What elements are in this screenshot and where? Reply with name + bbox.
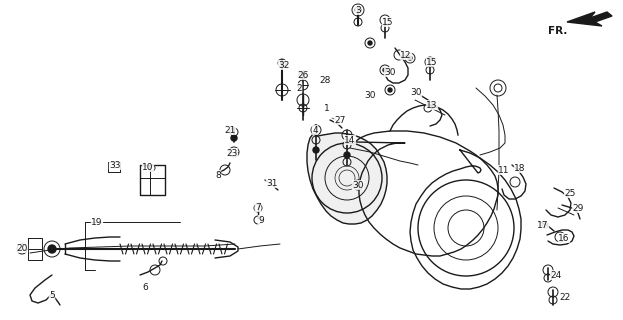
Text: 30: 30 <box>411 87 422 97</box>
Text: 29: 29 <box>573 204 584 212</box>
Text: 16: 16 <box>558 234 570 243</box>
Polygon shape <box>567 12 612 26</box>
Text: 33: 33 <box>109 161 121 170</box>
Text: 14: 14 <box>345 135 356 145</box>
Circle shape <box>356 183 360 187</box>
Text: 12: 12 <box>401 51 412 60</box>
Text: 15: 15 <box>383 18 394 27</box>
Text: 10: 10 <box>142 163 154 172</box>
Text: 9: 9 <box>258 215 264 225</box>
Text: 11: 11 <box>498 165 510 174</box>
Text: 32: 32 <box>278 60 290 69</box>
Circle shape <box>383 68 387 72</box>
Text: 30: 30 <box>384 68 396 76</box>
Text: 7: 7 <box>255 203 261 212</box>
Text: 5: 5 <box>49 292 55 300</box>
Polygon shape <box>410 150 521 289</box>
Text: 19: 19 <box>91 218 103 227</box>
Text: 15: 15 <box>426 58 438 67</box>
Circle shape <box>313 147 319 153</box>
Text: 18: 18 <box>514 164 526 172</box>
Text: 21: 21 <box>224 125 235 134</box>
Text: 8: 8 <box>215 171 221 180</box>
Text: 24: 24 <box>550 270 561 279</box>
Text: 25: 25 <box>564 188 576 197</box>
Circle shape <box>388 88 392 92</box>
Text: 4: 4 <box>312 125 318 134</box>
Text: 30: 30 <box>364 91 376 100</box>
Text: 6: 6 <box>142 283 148 292</box>
Circle shape <box>344 152 350 158</box>
Circle shape <box>280 61 284 65</box>
Circle shape <box>48 245 56 253</box>
Circle shape <box>231 135 237 141</box>
Text: 20: 20 <box>16 244 27 252</box>
Text: FR.: FR. <box>548 26 568 36</box>
Text: 2: 2 <box>296 84 302 92</box>
Text: 13: 13 <box>426 100 438 109</box>
Text: 17: 17 <box>537 220 549 229</box>
Text: 26: 26 <box>297 70 308 79</box>
Circle shape <box>408 56 412 60</box>
Text: 30: 30 <box>352 180 364 189</box>
Polygon shape <box>307 133 387 224</box>
Text: 22: 22 <box>559 292 571 301</box>
Text: 28: 28 <box>320 76 331 84</box>
Text: 27: 27 <box>335 116 346 124</box>
Text: 23: 23 <box>226 148 238 157</box>
Text: 3: 3 <box>355 5 361 14</box>
Circle shape <box>368 41 372 45</box>
Text: 1: 1 <box>324 103 330 113</box>
Text: 31: 31 <box>266 179 278 188</box>
Polygon shape <box>355 131 498 256</box>
